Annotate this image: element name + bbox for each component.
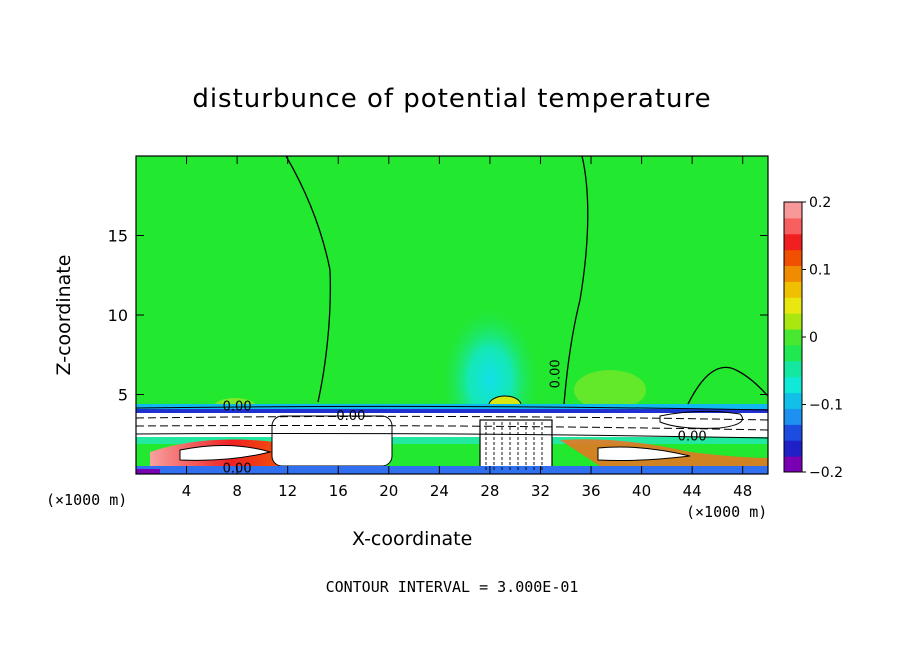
y-axis-label: Z-coordinate [53,254,75,376]
colorbar-swatch [784,360,802,378]
x-tick-label: 20 [379,482,398,500]
y-ticks: 5 10 15 [108,227,768,405]
x-tick-label: 28 [480,482,499,500]
contour-d [136,433,768,439]
surface-min [136,469,160,474]
x-tick-label: 44 [683,482,702,500]
contour-labels: 0.00 0.00 0.00 0.00 0.00 [223,359,707,476]
contour-label: 0.00 [678,430,707,445]
field-layer [136,156,768,474]
zero-contour-left [285,156,331,403]
zero-contour-right [563,156,589,405]
colorbar-swatch [784,424,802,441]
colorbar-swatch [784,376,802,394]
colorbar-tick-label: 0.2 [809,195,831,211]
mixing-region [271,415,393,467]
zero-contour-hill [687,366,768,405]
colorbar-swatch [784,233,802,251]
x-tick-label: 16 [329,482,348,500]
colorbar-swatch [784,202,802,219]
y-unit-right: (×1000 m) [686,503,768,521]
x-tick-label: 12 [278,482,297,500]
colorbar-swatch [784,281,802,298]
colorbar-swatch [784,392,802,409]
contour-a [136,405,768,411]
warm-layer-core [179,445,272,461]
chart-title: disturbunce of potential temperature [192,84,712,114]
contour-label: 0.00 [223,399,252,414]
colorbar-tick-label: 0 [809,330,818,346]
contour-label: 0.00 [548,359,563,388]
colorbar-tick-label: −0.2 [809,465,843,481]
neg-band-3 [136,437,768,444]
neg-band-2 [136,409,768,413]
warm-patch [574,370,646,410]
x-tick-label: 36 [581,482,600,500]
colorbar-swatch [784,344,802,362]
surface-band [136,466,768,474]
contour-lines [136,156,768,470]
x-tick-label: 48 [733,482,752,500]
contour-c [136,425,768,431]
x-tick-label: 24 [430,482,449,500]
x-tick-label: 8 [232,482,242,500]
x-tick-label: 32 [531,482,550,500]
colorbar-swatch [784,297,802,314]
contour-interval-note: CONTOUR INTERVAL = 3.000E-01 [325,578,579,596]
contour-label: 0.00 [223,461,252,476]
y-tick-label: 15 [108,227,128,246]
colorbar-swatch [784,265,802,282]
x-axis-label: X-coordinate [352,528,473,550]
colorbar-swatch [784,440,802,457]
colorbar-swatch [784,249,802,267]
contour-b [136,415,768,421]
x-tick-label: 40 [632,482,651,500]
colorbar-swatch [784,408,802,425]
y-tick-label: 5 [118,386,128,405]
contour-right-cell [659,410,743,429]
warm-layer-right-core [597,446,691,461]
contour-label: 0.00 [336,409,365,424]
x-tick-label: 4 [182,482,192,500]
x-unit-left: (×1000 m) [46,491,128,509]
colorbar-swatch [784,456,802,473]
colorbar-swatch [784,329,802,346]
colorbar-tick-label: 0.1 [809,263,831,279]
colorbar-tick-label: −0.1 [809,398,843,414]
colorbar-swatch [784,217,802,235]
y-tick-label: 10 [108,306,128,325]
updraft-column [479,419,553,473]
colorbar: 0.2 0.1 0 −0.1 −0.2 [783,195,843,481]
x-ticks: 4 8 12 16 20 24 28 32 36 40 44 48 [182,156,752,500]
colorbar-swatch [784,313,802,330]
